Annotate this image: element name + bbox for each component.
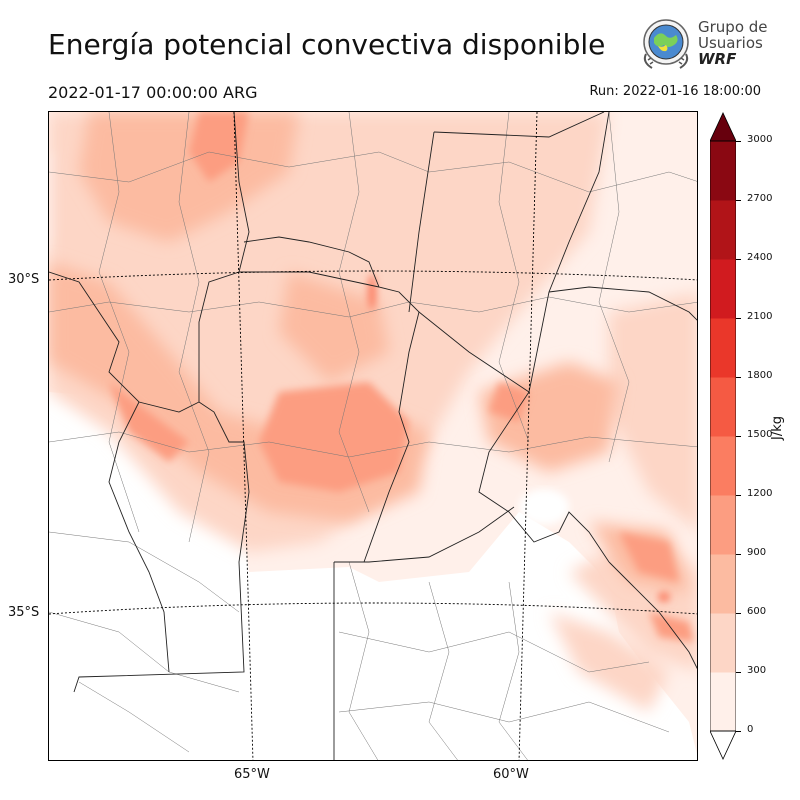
colorbar-extend-top	[710, 112, 736, 142]
colorbar	[710, 112, 736, 760]
colorbar-tick-label: 3000	[747, 134, 773, 145]
colorbar-tick-label: 2100	[747, 311, 773, 322]
map-title: Energía potencial convectiva disponible	[48, 28, 606, 61]
logo-text: Grupo de Usuarios WRF	[698, 19, 768, 67]
colorbar-tick-mark	[736, 554, 741, 555]
colorbar-band	[710, 495, 736, 555]
colorbar-tick-mark	[736, 377, 741, 378]
province-boundaries	[49, 112, 697, 760]
colorbar-tick-mark	[736, 495, 741, 496]
colorbar-tick-label: 1500	[747, 429, 773, 440]
logo-line-3: WRF	[698, 50, 737, 68]
colorbar-tick-mark	[736, 141, 741, 142]
colorbar-tick-mark	[736, 259, 741, 260]
logo-line-1: Grupo de	[698, 18, 768, 36]
colorbar-tick-label: 2400	[747, 252, 773, 263]
graticule	[49, 112, 697, 760]
colorbar-tick-label: 300	[747, 665, 767, 676]
run-time: Run: 2022-01-16 18:00:00	[589, 84, 761, 99]
colorbar-tick-mark	[736, 672, 741, 673]
lon-label-65w: 65°W	[234, 767, 270, 782]
cape-level-1200	[368, 274, 670, 602]
colorbar-band	[710, 613, 736, 673]
map-canvas	[49, 112, 697, 760]
colorbar-tick-label: 900	[747, 547, 767, 558]
logo-line-2: Usuarios	[698, 34, 763, 52]
colorbar-tick-label: 600	[747, 606, 767, 617]
colorbar-tick-mark	[736, 731, 741, 732]
colorbar-tick-label: 0	[747, 724, 754, 735]
lon-label-60w: 60°W	[493, 767, 529, 782]
colorbar-tick-label: 1800	[747, 370, 773, 381]
cape-level-900	[109, 112, 694, 642]
colorbar-band	[710, 318, 736, 378]
colorbar-band	[710, 259, 736, 319]
lat-label-30s: 30°S	[8, 272, 40, 287]
colorbar-tick-mark	[736, 318, 741, 319]
colorbar-band	[710, 377, 736, 437]
colorbar-band	[710, 200, 736, 260]
colorbar-band	[710, 554, 736, 614]
colorbar-tick-label: 1200	[747, 488, 773, 499]
lat-label-35s: 35°S	[8, 605, 40, 620]
grupo-usuarios-wrf-logo: Grupo de Usuarios WRF	[638, 16, 768, 76]
valid-time: 2022-01-17 00:00:00 ARG	[48, 83, 258, 102]
colorbar-tick-mark	[736, 200, 741, 201]
colorbar-band	[710, 141, 736, 201]
colorbar-extend-bottom	[710, 730, 736, 760]
colorbar-tick-mark	[736, 436, 741, 437]
colorbar-tick-label: 2700	[747, 193, 773, 204]
globe-seal-icon	[643, 19, 689, 69]
colorbar-label: J/kg	[770, 416, 785, 440]
colorbar-band	[710, 672, 736, 732]
colorbar-band	[710, 436, 736, 496]
department-boundaries	[49, 112, 697, 760]
cape-map	[48, 111, 698, 761]
colorbar-tick-mark	[736, 613, 741, 614]
